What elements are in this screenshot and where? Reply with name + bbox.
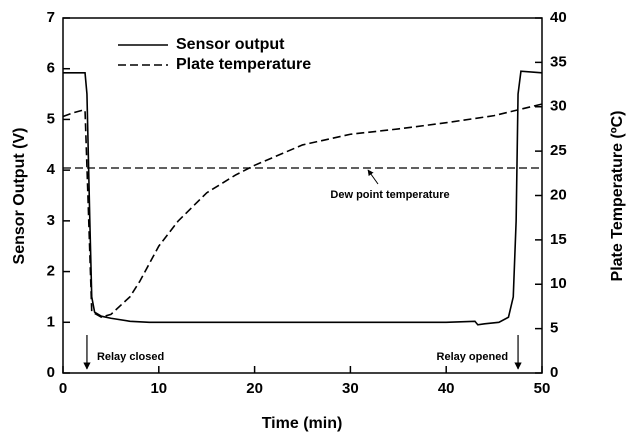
- x-tick-label: 40: [438, 380, 455, 397]
- y-tick-label: 6: [47, 60, 55, 77]
- y2-tick-label: 25: [550, 142, 567, 159]
- x-tick-label: 30: [342, 380, 359, 397]
- reference-label: Dew point temperature: [330, 189, 449, 201]
- y-axis-label: Sensor Output (V): [11, 128, 28, 265]
- y2-tick-label: 40: [550, 9, 567, 26]
- x-tick-label: 0: [59, 380, 67, 397]
- series-line: [62, 103, 543, 318]
- x-tick-label: 10: [150, 380, 167, 397]
- y-tick-label: 7: [47, 9, 55, 26]
- x-tick-label: 50: [534, 380, 551, 397]
- y2-tick-label: 10: [550, 275, 567, 292]
- y2-tick-label: 35: [550, 53, 567, 70]
- y2-tick-label: 5: [550, 320, 558, 337]
- x-tick-label: 20: [246, 380, 263, 397]
- legend-label: Plate temperature: [176, 56, 311, 73]
- y-tick-label: 5: [47, 110, 55, 127]
- y2-tick-label: 20: [550, 186, 567, 203]
- y2-tick-label: 15: [550, 231, 567, 248]
- y-tick-label: 2: [47, 263, 55, 280]
- annotation-label: Relay opened: [437, 351, 509, 363]
- y2-axis-label: Plate Temperature (ºC): [609, 111, 626, 282]
- x-axis-label: Time (min): [262, 415, 343, 432]
- y2-tick-label: 30: [550, 98, 567, 115]
- y-tick-label: 0: [47, 364, 55, 381]
- annotation-label: Relay closed: [97, 351, 164, 363]
- legend-label: Sensor output: [176, 36, 285, 53]
- annotation-arrow: [367, 169, 379, 185]
- y-tick-label: 4: [47, 161, 56, 178]
- y-tick-label: 3: [47, 212, 55, 229]
- series-line: [63, 70, 543, 326]
- y-tick-label: 1: [47, 313, 55, 330]
- y2-tick-label: 0: [550, 364, 558, 381]
